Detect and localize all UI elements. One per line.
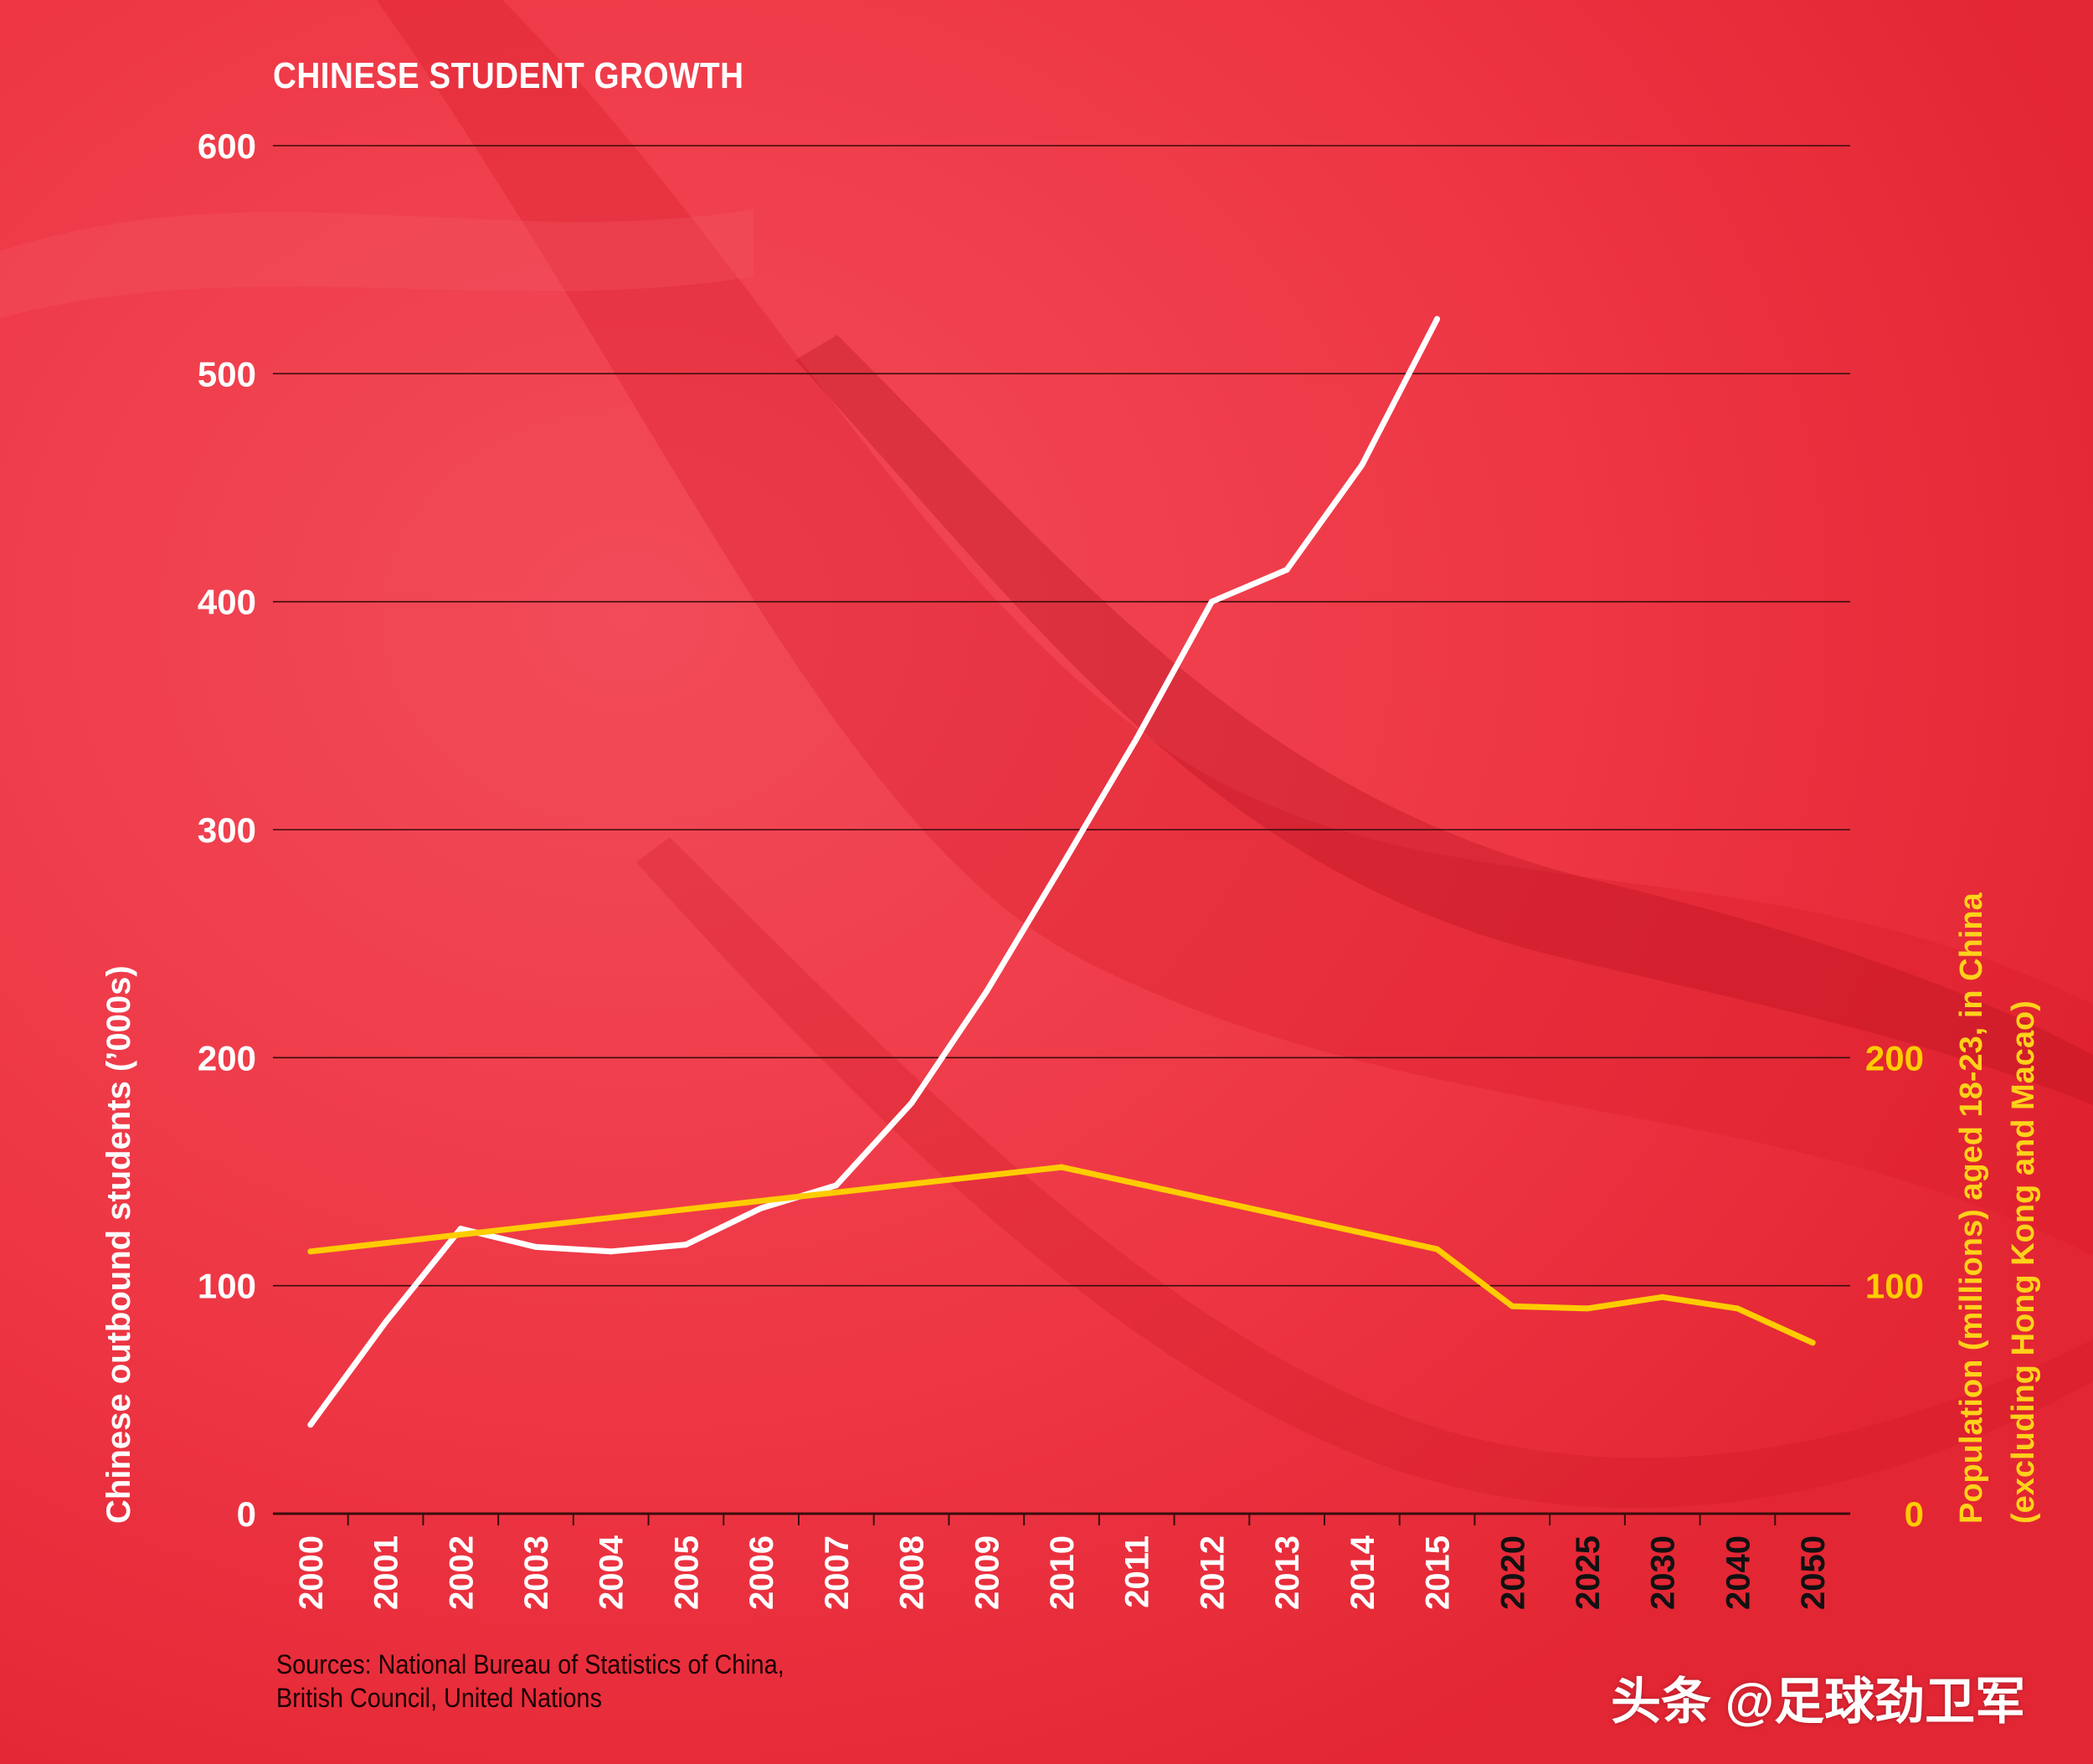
data-point-students-2: [457, 1226, 464, 1232]
data-point-population-3: [1509, 1303, 1515, 1309]
left-tick-label-500: 500: [198, 354, 256, 393]
x-tick-label-2050: 2050: [1795, 1535, 1832, 1610]
data-point-students-9: [983, 988, 990, 995]
data-point-students-1: [383, 1319, 389, 1325]
left-tick-label-0: 0: [237, 1494, 256, 1534]
data-point-population-7: [1809, 1340, 1816, 1346]
series-line-outbound-students: [307, 316, 1441, 1428]
x-tick-label-2004: 2004: [594, 1535, 630, 1610]
chart-title: CHINESE STUDENT GROWTH: [273, 55, 744, 96]
data-point-population-1: [1058, 1164, 1065, 1170]
data-point-students-4: [608, 1248, 615, 1255]
data-point-population-5: [1659, 1293, 1666, 1300]
right-tick-label-100: 100: [1865, 1267, 1924, 1306]
x-tick-label-2002: 2002: [443, 1535, 480, 1610]
x-tick-label-2005: 2005: [668, 1535, 705, 1610]
right-axis-label-line-1: Population (millions) aged 18-23, in Chi…: [1954, 892, 1989, 1524]
left-tick-label-300: 300: [198, 810, 256, 850]
x-tick-label-2000: 2000: [293, 1535, 330, 1610]
data-point-population-0: [307, 1248, 314, 1255]
data-point-students-8: [908, 1100, 915, 1107]
x-tick-label-2014: 2014: [1345, 1535, 1381, 1610]
x-tick-label-2007: 2007: [819, 1535, 856, 1610]
data-point-students-6: [758, 1205, 764, 1211]
x-tick-label-2003: 2003: [518, 1535, 555, 1610]
x-tick-label-2040: 2040: [1720, 1535, 1756, 1610]
x-tick-label-2030: 2030: [1645, 1535, 1682, 1610]
x-tick-label-2006: 2006: [743, 1535, 780, 1610]
data-point-students-10: [1058, 863, 1065, 870]
x-tick-label-2010: 2010: [1044, 1535, 1081, 1610]
left-tick-label-400: 400: [198, 583, 256, 622]
left-axis-label: Chinese outbound students (’000s): [100, 965, 137, 1524]
x-tick-label-2020: 2020: [1494, 1535, 1531, 1610]
x-tick-label-2015: 2015: [1420, 1535, 1457, 1610]
sources-line-2: British Council, United Nations: [276, 1683, 602, 1713]
x-tick-label-2013: 2013: [1269, 1535, 1306, 1610]
data-point-students-7: [833, 1182, 840, 1189]
left-tick-label-600: 600: [198, 126, 256, 166]
data-point-students-11: [1134, 735, 1140, 742]
left-tick-label-100: 100: [198, 1267, 256, 1306]
x-tick-label-2012: 2012: [1194, 1535, 1231, 1610]
sources-note: Sources: National Bureau of Statistics o…: [276, 1648, 784, 1715]
data-point-students-14: [1359, 461, 1365, 468]
data-point-students-12: [1208, 599, 1215, 605]
data-point-students-3: [532, 1243, 539, 1250]
sources-line-1: Sources: National Bureau of Statistics o…: [276, 1649, 784, 1679]
data-point-population-6: [1734, 1305, 1741, 1312]
data-point-students-15: [1434, 316, 1441, 322]
watermark: 头条 @足球劲卫军: [1611, 1674, 2026, 1730]
data-point-population-4: [1584, 1305, 1591, 1312]
series-line-population-18-23: [307, 1164, 1816, 1346]
x-tick-label-2011: 2011: [1119, 1535, 1156, 1608]
x-tick-label-2025: 2025: [1570, 1535, 1607, 1610]
x-tick-label-2008: 2008: [894, 1535, 931, 1610]
right-axis-label-line-2: (excluding Hong Kong and Macao): [2006, 1000, 2041, 1524]
data-point-students-5: [682, 1242, 689, 1248]
right-tick-label-0: 0: [1905, 1494, 1924, 1534]
x-tick-label-2001: 2001: [368, 1535, 405, 1610]
x-tick-label-2009: 2009: [969, 1535, 1005, 1610]
right-tick-label-200: 200: [1865, 1038, 1924, 1077]
left-tick-label-200: 200: [198, 1038, 256, 1077]
data-point-students-0: [307, 1422, 314, 1428]
data-point-population-2: [1434, 1246, 1441, 1252]
data-point-students-13: [1283, 567, 1290, 573]
